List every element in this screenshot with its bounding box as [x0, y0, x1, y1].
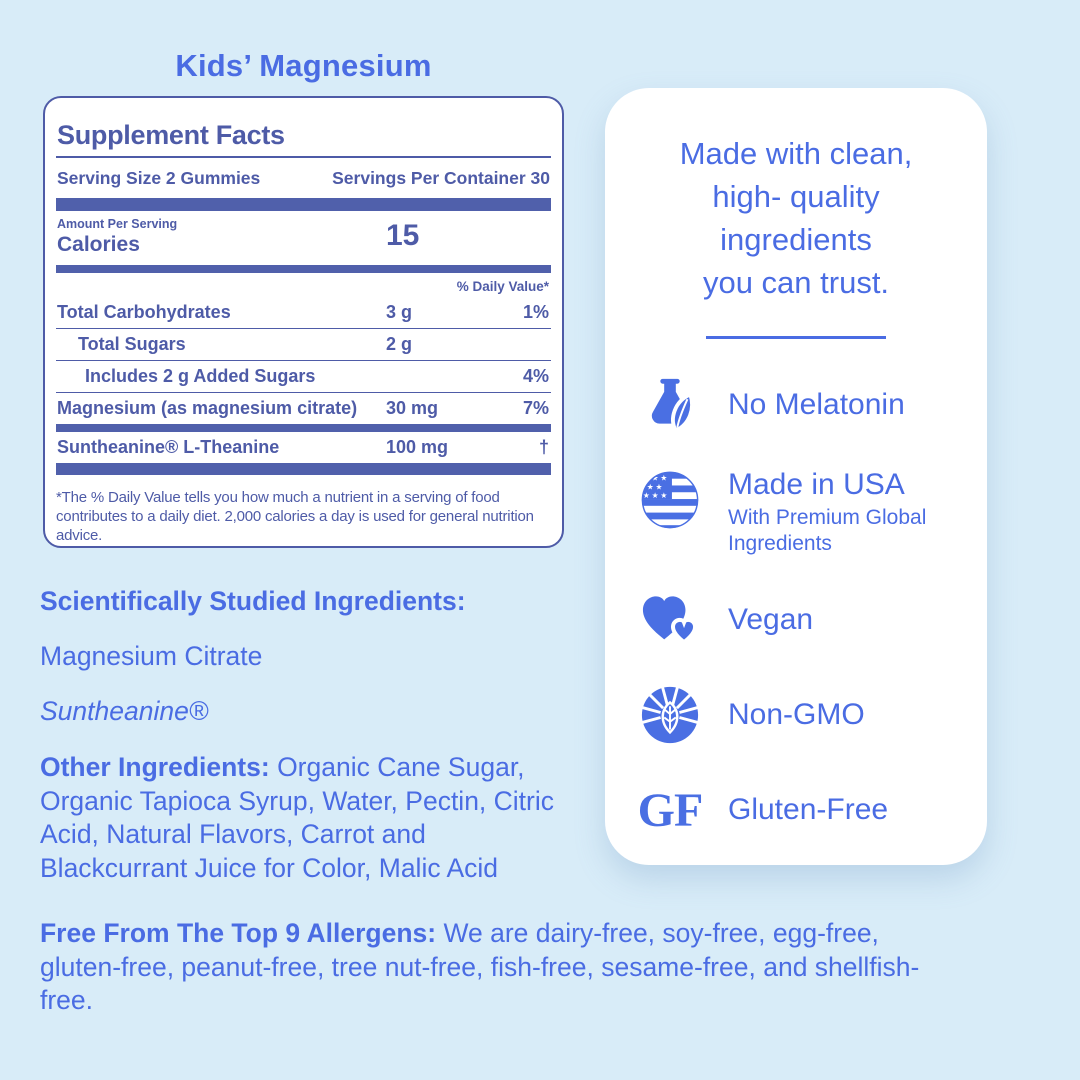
nutrient-name: Suntheanine® L-Theanine [57, 437, 280, 457]
nutrient-dv: † [538, 437, 549, 457]
studied-ingredients-heading: Scientifically Studied Ingredients: [40, 586, 466, 616]
feature-no-melatonin: No Melatonin [638, 373, 987, 437]
svg-text:★: ★ [643, 491, 650, 500]
nutrient-row: Includes 2 g Added Sugars 4% [56, 360, 551, 392]
svg-text:★: ★ [647, 482, 654, 491]
calories-row: Calories 15 [56, 219, 551, 265]
nutrient-name: Includes 2 g Added Sugars [85, 366, 316, 386]
feature-made-in-usa: ★ ★ ★ ★ ★ ★ ★ ★ Made in USA With Premium Glob… [638, 468, 987, 557]
feature-non-gmo: Non-GMO [638, 683, 987, 747]
thick-bar [56, 424, 551, 432]
nutrient-dv: 7% [522, 398, 549, 418]
footnote-line: *The % Daily Value tells you how much a … [56, 489, 534, 545]
feature-label: Vegan [728, 603, 814, 636]
flask-leaf-icon [638, 373, 702, 437]
svg-text:★: ★ [660, 474, 667, 483]
nutrient-row: Magnesium (as magnesium citrate) 30 mg 7… [56, 392, 551, 424]
daily-value-footnote: *The % Daily Value tells you how much a … [56, 488, 551, 546]
feature-label: No Melatonin [728, 388, 905, 421]
nutrient-dv: 4% [522, 366, 549, 386]
studied-ingredient: Suntheanine® [40, 696, 209, 726]
svg-text:★: ★ [652, 474, 659, 483]
supplement-facts-panel: Supplement Facts Serving Size 2 Gummies … [43, 96, 564, 548]
thick-bar [56, 198, 551, 211]
studied-ingredient: Magnesium Citrate [40, 641, 263, 671]
card-heading-line: you can trust. [702, 265, 890, 300]
nutrient-row: Total Carbohydrates 3 g 1% [56, 297, 551, 328]
gluten-free-icon: GF [637, 778, 704, 842]
nutrient-name: Total Carbohydrates [57, 302, 231, 322]
feature-label: Made in USA [728, 468, 905, 501]
studied-ingredients-section: Scientifically Studied Ingredients: Magn… [40, 586, 466, 727]
feature-label: Gluten-Free [728, 793, 889, 826]
card-heading: Made with clean, high- quality ingredien… [605, 132, 987, 304]
nutrient-amount: 2 g [386, 334, 413, 354]
card-heading-line: Made with clean, [679, 136, 913, 171]
vegan-hearts-icon [638, 588, 702, 652]
supplement-facts-title: Supplement Facts [57, 120, 285, 150]
serving-row: Serving Size 2 Gummies Servings Per Cont… [56, 158, 551, 198]
feature-sublabel: With Premium Global Ingredients [728, 506, 927, 555]
card-heading-line: ingredients [720, 222, 872, 257]
other-ingredients-section: Other Ingredients: Organic Cane Sugar, O… [40, 751, 560, 885]
other-ingredients-label: Other Ingredients: [40, 752, 270, 782]
allergens-label: Free From The Top 9 Allergens: [40, 918, 437, 948]
nutrient-amount: 30 mg [386, 398, 439, 418]
nutrient-name: Total Sugars [78, 334, 186, 354]
daily-value-header: % Daily Value* [456, 279, 549, 294]
svg-text:★: ★ [652, 491, 659, 500]
thick-bar [56, 265, 551, 273]
nutrient-row: Suntheanine® L-Theanine 100 mg † [56, 432, 551, 463]
calories-label: Calories [57, 233, 140, 256]
svg-text:★: ★ [660, 491, 667, 500]
svg-text:★: ★ [655, 482, 662, 491]
features-card: Made with clean, high- quality ingredien… [605, 88, 987, 865]
serving-size: Serving Size 2 Gummies [57, 168, 261, 188]
nutrient-row: Total Sugars 2 g [56, 328, 551, 360]
feature-label: Non-GMO [728, 698, 865, 731]
amount-per-serving-label: Amount Per Serving [57, 217, 178, 231]
non-gmo-icon [638, 683, 702, 747]
feature-vegan: Vegan [638, 588, 987, 652]
allergens-text: We are dairy-free, soy-free, egg-free, g… [40, 918, 920, 1015]
servings-per-container: Servings Per Container 30 [332, 168, 550, 188]
divider [706, 336, 886, 339]
divider [56, 156, 551, 158]
feature-list: No Melatonin ★ ★ ★ ★ ★ [605, 373, 987, 842]
nutrient-amount: 100 mg [386, 437, 449, 457]
nutrient-dv: 1% [522, 302, 549, 322]
card-heading-line: high- quality [712, 179, 880, 214]
calories-value: 15 [386, 219, 420, 252]
page-title: Kids’ Magnesium [175, 48, 432, 83]
nutrient-name: Magnesium (as magnesium citrate) [57, 398, 358, 418]
feature-gluten-free: GF Gluten-Free [638, 778, 987, 842]
usa-flag-icon: ★ ★ ★ ★ ★ ★ ★ ★ [638, 468, 702, 532]
other-ingredients-text: Organic Cane Sugar, Organic Tapioca Syru… [40, 752, 555, 883]
thick-bar [56, 463, 551, 475]
allergens-section: Free From The Top 9 Allergens: We are da… [40, 917, 955, 1018]
gf-glyph: GF [637, 783, 704, 837]
footnote-line: †Daily Value (DV) not established. [56, 545, 551, 546]
nutrient-amount: 3 g [386, 302, 413, 322]
